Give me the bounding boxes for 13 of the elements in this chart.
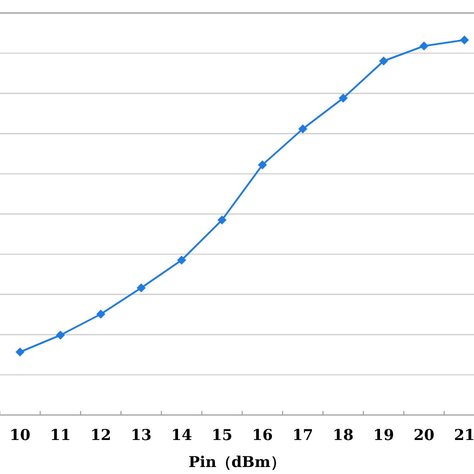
x-label: Pin（dBm） [188,453,286,471]
x-tick: 16 [252,426,273,444]
x-tick: 17 [292,426,314,444]
x-tick: 21 [454,426,474,444]
x-tick: 13 [130,426,152,444]
x-tick: 15 [212,426,232,444]
x-tick: 12 [90,426,112,444]
x-tick: 18 [332,426,354,444]
x-tick: 14 [171,426,192,444]
x-tick: 19 [373,426,394,444]
x-tick: 11 [50,426,71,444]
x-tick: 20 [414,426,434,444]
x-tick: 10 [10,426,30,444]
